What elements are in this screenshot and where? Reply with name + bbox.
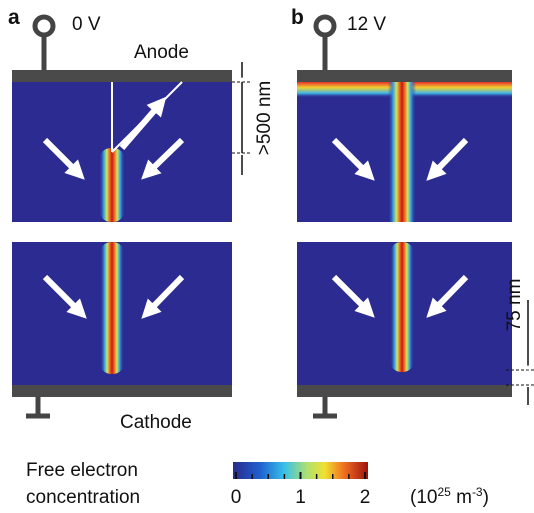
anode: [12, 70, 232, 82]
cathode: [12, 385, 232, 397]
panel-label: b: [291, 6, 304, 29]
unit-part: 25: [437, 485, 451, 499]
unit-part: ): [483, 487, 489, 508]
streamer: [100, 242, 124, 374]
channel: [390, 242, 414, 372]
unit-part: m: [451, 487, 472, 508]
streamer: [99, 148, 125, 222]
panel-a: a 0 V Anode >500 nm Cathode: [8, 6, 275, 433]
colorbar-title: Free electron: [26, 460, 138, 481]
colorbar: Free electron concentration (1025 m-3) 0…: [26, 460, 489, 508]
voltage: 12 V: [347, 14, 386, 35]
panel-b: b 12 V 75 nm: [291, 6, 534, 416]
unit: (1025 m-3): [410, 485, 489, 508]
channel: [388, 82, 416, 222]
colorbar-title: concentration: [26, 487, 140, 508]
tick-label: 1: [295, 487, 306, 508]
cathode: [297, 385, 512, 397]
anode-label: Anode: [134, 42, 189, 63]
terminal: [316, 17, 334, 35]
tick-label: 2: [360, 487, 371, 508]
voltage: 0 V: [72, 14, 101, 35]
terminal: [35, 17, 53, 35]
cathode-label: Cathode: [120, 412, 192, 433]
unit-part: (10: [410, 487, 437, 508]
figure: a 0 V Anode >500 nm Cathode b 12 V 75 nm…: [0, 0, 534, 513]
distance-label: >500 nm: [254, 81, 275, 155]
distance-label: 75 nm: [504, 279, 525, 332]
unit-part: -3: [472, 485, 483, 499]
anode: [297, 70, 512, 82]
panel-label: a: [8, 6, 20, 29]
tick-label: 0: [231, 487, 242, 508]
